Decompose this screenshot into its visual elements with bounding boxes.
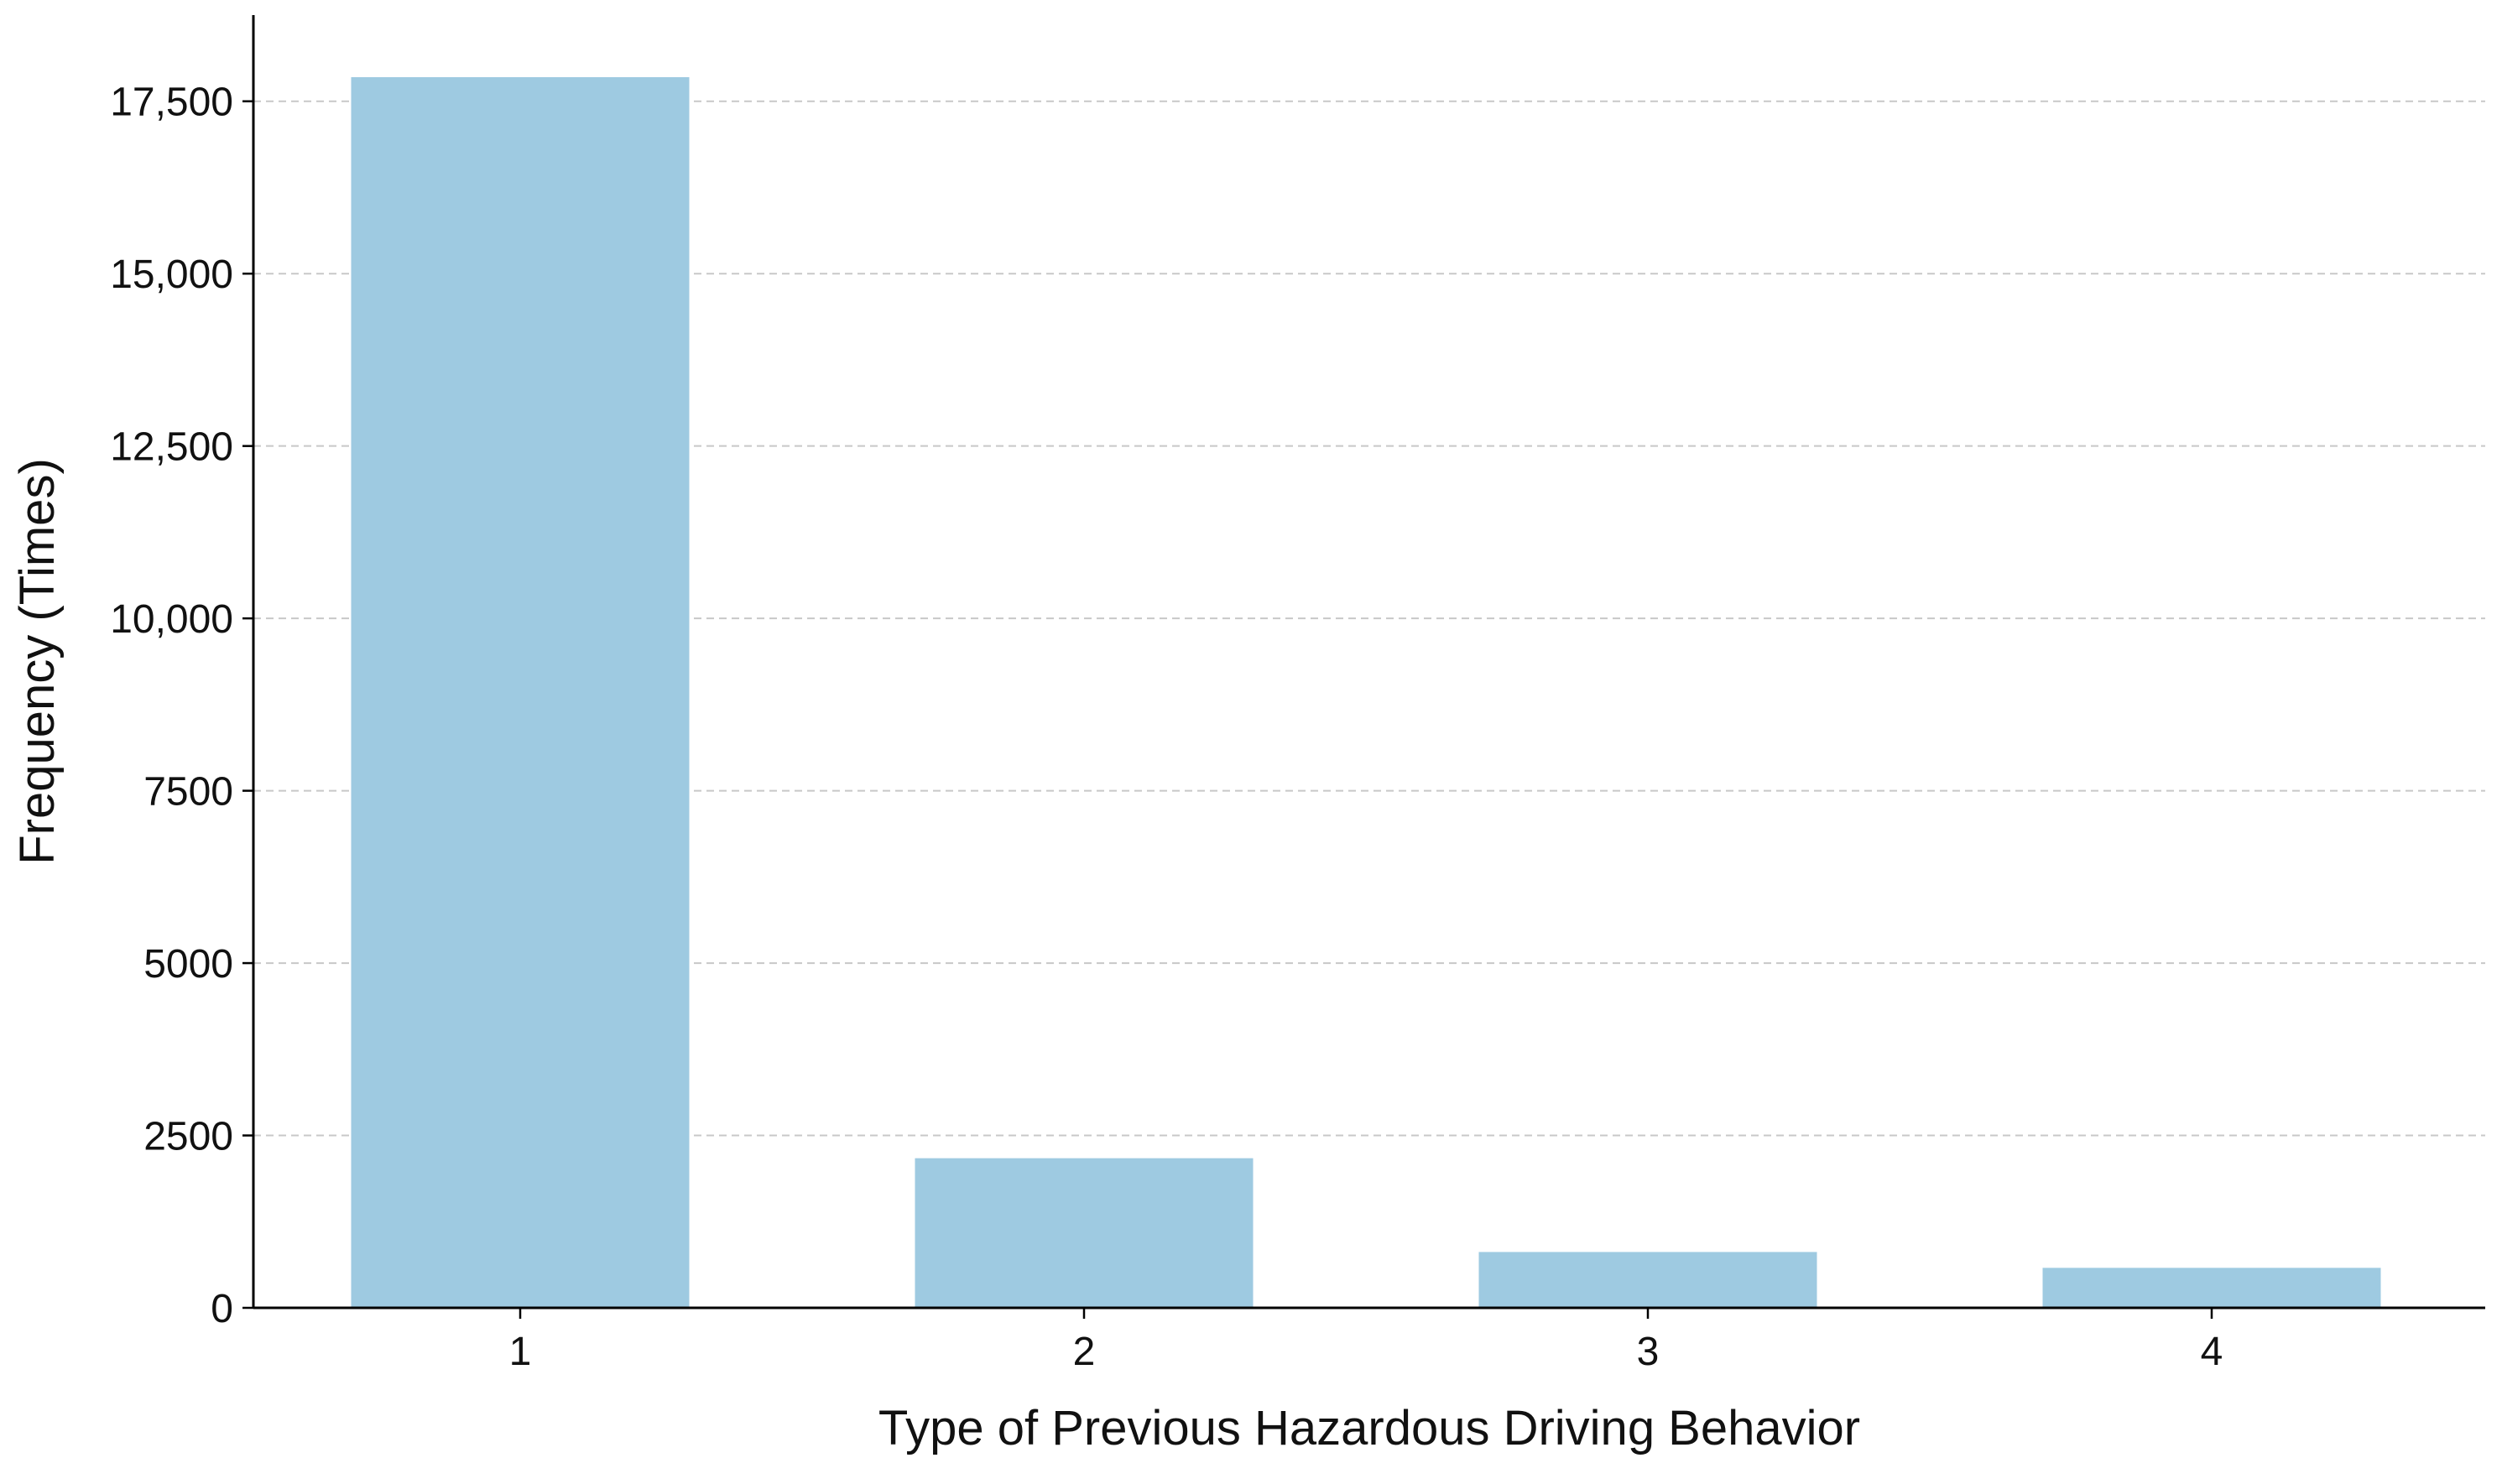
x-axis-title: Type of Previous Hazardous Driving Behav… (878, 1401, 1860, 1455)
y-tick-label: 0 (211, 1287, 233, 1331)
axes (252, 15, 2485, 1310)
x-tick-label: 1 (509, 1330, 532, 1374)
bar-1 (351, 76, 690, 1308)
x-tick-label: 3 (1637, 1330, 1660, 1374)
bar-4 (2042, 1268, 2381, 1308)
bar-3 (1478, 1252, 1817, 1308)
y-axis-title: Frequency (Times) (10, 458, 65, 865)
y-tick-label: 2500 (143, 1115, 233, 1159)
y-tick-label: 5000 (143, 942, 233, 987)
x-tick-label: 4 (2201, 1330, 2223, 1374)
y-tick-label: 7500 (143, 770, 233, 815)
y-tick-label: 17,500 (110, 81, 233, 125)
y-tick-label: 12,500 (110, 425, 233, 470)
x-tick-label: 2 (1073, 1330, 1096, 1374)
bars (351, 76, 2381, 1308)
x-ticks: 1 2 3 4 (509, 1308, 2223, 1374)
y-tick-label: 15,000 (110, 253, 233, 297)
y-ticks: 0 2500 5000 7500 10,000 12,500 15,000 17,500 (110, 81, 253, 1331)
bar-2 (915, 1158, 1254, 1308)
y-tick-label: 10,000 (110, 597, 233, 642)
